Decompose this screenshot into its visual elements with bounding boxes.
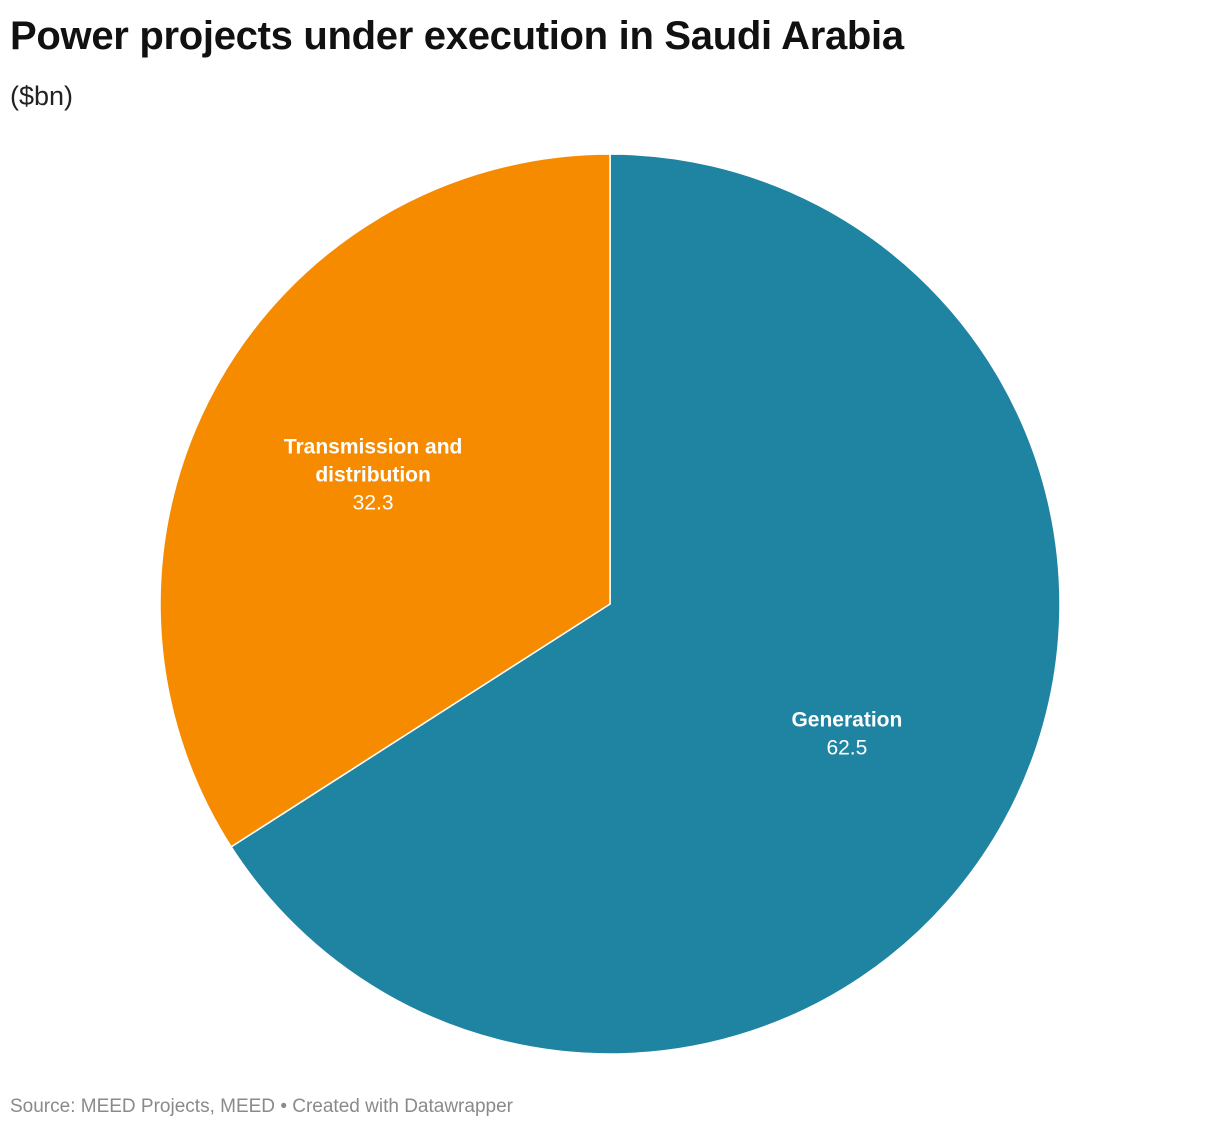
chart-footer: Source: MEED Projects, MEED • Created wi… (10, 1094, 513, 1120)
footer-separator: • (280, 1096, 287, 1117)
slice-name-1-1: distribution (315, 463, 430, 486)
credit-text: Created with Datawrapper (292, 1096, 513, 1117)
pie-slice-0 (230, 153, 1061, 1055)
source-text: Source: MEED Projects, MEED (10, 1096, 276, 1117)
slice-label-1: Transmission and distribution 32.3 (284, 435, 463, 514)
slice-label-0: Generation 62.5 (791, 709, 902, 760)
pie-slices (159, 153, 1061, 1055)
slice-name-1-0: Transmission and (284, 435, 463, 458)
chart-subtitle: ($bn) (10, 81, 74, 111)
slice-value-0: 62.5 (826, 737, 867, 760)
pie-labels: Generation 62.5 Transmission and distributi… (284, 435, 903, 759)
slice-name-0-0: Generation (791, 709, 902, 732)
slice-value-1: 32.3 (353, 491, 394, 514)
chart-title: Power projects under execution in Saudi … (10, 14, 904, 58)
pie-slice-1 (159, 153, 611, 848)
